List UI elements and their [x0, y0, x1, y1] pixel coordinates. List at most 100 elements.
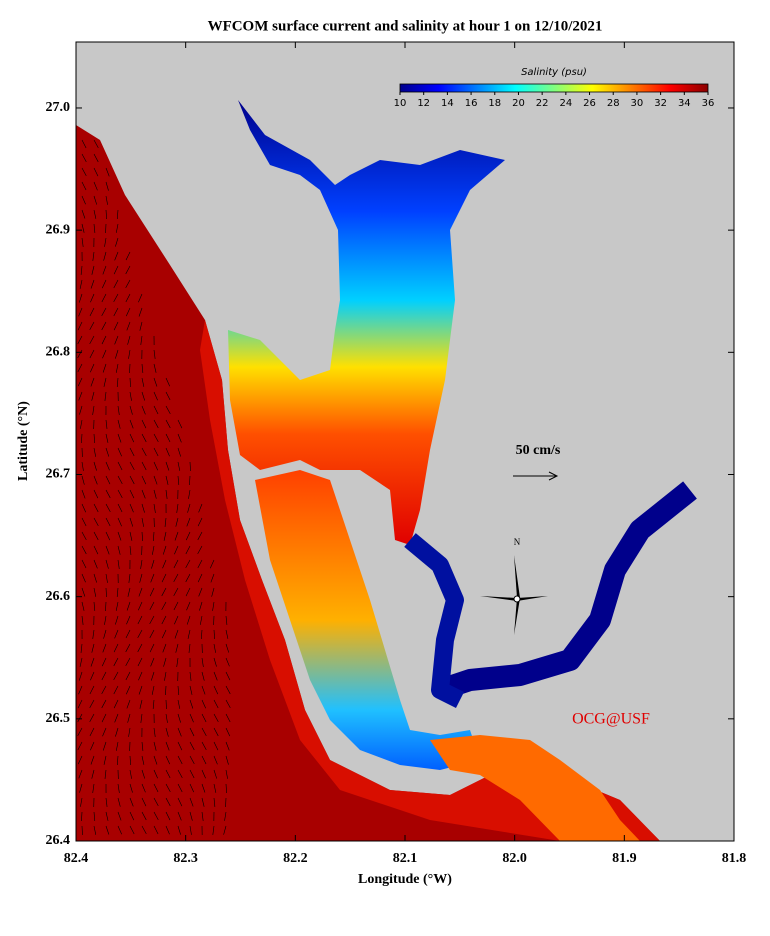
vector — [225, 769, 228, 779]
vector — [189, 475, 191, 486]
vector — [117, 489, 123, 499]
vector — [186, 517, 191, 527]
vector — [78, 307, 83, 317]
vector — [149, 615, 155, 625]
vector — [78, 391, 83, 401]
vector — [149, 629, 155, 639]
vector — [78, 293, 83, 303]
vector — [141, 811, 147, 821]
vector — [81, 433, 83, 443]
vector — [153, 475, 158, 485]
vector — [213, 713, 219, 723]
vector — [77, 335, 83, 345]
vector — [177, 741, 183, 751]
vector — [93, 223, 96, 233]
vector — [129, 377, 131, 388]
vector — [165, 783, 171, 793]
vector — [81, 167, 87, 177]
vector — [104, 391, 107, 401]
vector — [114, 713, 119, 723]
colorbar-tick-label: 26 — [583, 98, 596, 109]
vector — [152, 699, 155, 709]
vector — [81, 223, 85, 233]
colorbar-tick-label: 32 — [654, 98, 667, 109]
colorbar-tick-label: 36 — [702, 98, 715, 109]
vector — [105, 461, 110, 471]
vector — [81, 195, 86, 205]
vector — [93, 461, 97, 471]
vector — [213, 699, 219, 709]
vector — [151, 559, 155, 569]
vector — [225, 783, 227, 794]
vector — [81, 181, 87, 191]
vector — [129, 475, 135, 485]
vector — [177, 447, 181, 457]
vector — [115, 237, 119, 247]
vector — [125, 657, 131, 667]
x-tick-label: 82.2 — [283, 851, 308, 866]
vector — [198, 503, 203, 513]
vector — [153, 461, 158, 471]
y-tick-label: 26.7 — [46, 467, 71, 482]
vector — [173, 601, 179, 611]
vector — [161, 615, 167, 625]
vector — [199, 601, 203, 611]
pine-island-sound — [255, 470, 480, 770]
vector — [173, 573, 179, 583]
vector — [117, 461, 123, 471]
vector — [105, 587, 107, 598]
vector — [212, 825, 215, 835]
vector — [165, 489, 168, 499]
vector — [141, 531, 143, 541]
vector — [141, 419, 147, 429]
vector — [223, 825, 227, 835]
vector — [189, 741, 195, 751]
vector — [80, 797, 83, 807]
vector — [201, 741, 207, 751]
vector — [115, 223, 119, 233]
vector — [113, 643, 119, 653]
vector — [105, 433, 109, 443]
vector — [102, 349, 107, 359]
vector — [80, 265, 83, 275]
vector — [125, 293, 131, 303]
vector — [201, 727, 207, 737]
vector — [105, 489, 111, 499]
x-tick-label: 82.1 — [393, 851, 418, 866]
x-tick-label: 82.0 — [502, 851, 527, 866]
colorbar-title: Salinity (psu) — [521, 67, 587, 78]
x-tick-label: 82.3 — [173, 851, 198, 866]
vector — [105, 797, 108, 807]
vector — [213, 797, 216, 807]
vector — [153, 489, 157, 499]
vector — [90, 377, 95, 387]
vector — [129, 461, 135, 471]
vector — [102, 363, 107, 373]
vector — [165, 741, 170, 751]
vector — [126, 601, 131, 611]
vector — [89, 713, 95, 723]
vector — [174, 531, 179, 541]
vector — [197, 531, 203, 541]
vector — [140, 559, 143, 569]
vector — [213, 741, 219, 751]
vector — [81, 615, 84, 625]
vector — [201, 797, 205, 807]
vector — [185, 559, 191, 569]
vector — [113, 657, 119, 667]
vector — [161, 601, 167, 611]
vector — [127, 587, 131, 597]
vector — [117, 517, 122, 527]
vector — [92, 629, 95, 639]
vector — [141, 405, 146, 415]
vector — [113, 265, 119, 275]
vector — [153, 769, 158, 779]
vector — [105, 545, 110, 555]
vector — [201, 671, 205, 681]
x-tick-label: 82.4 — [64, 851, 89, 866]
vector — [114, 335, 119, 345]
vector — [164, 517, 167, 527]
vector — [199, 615, 203, 625]
vector — [187, 629, 191, 639]
vector — [79, 657, 83, 667]
